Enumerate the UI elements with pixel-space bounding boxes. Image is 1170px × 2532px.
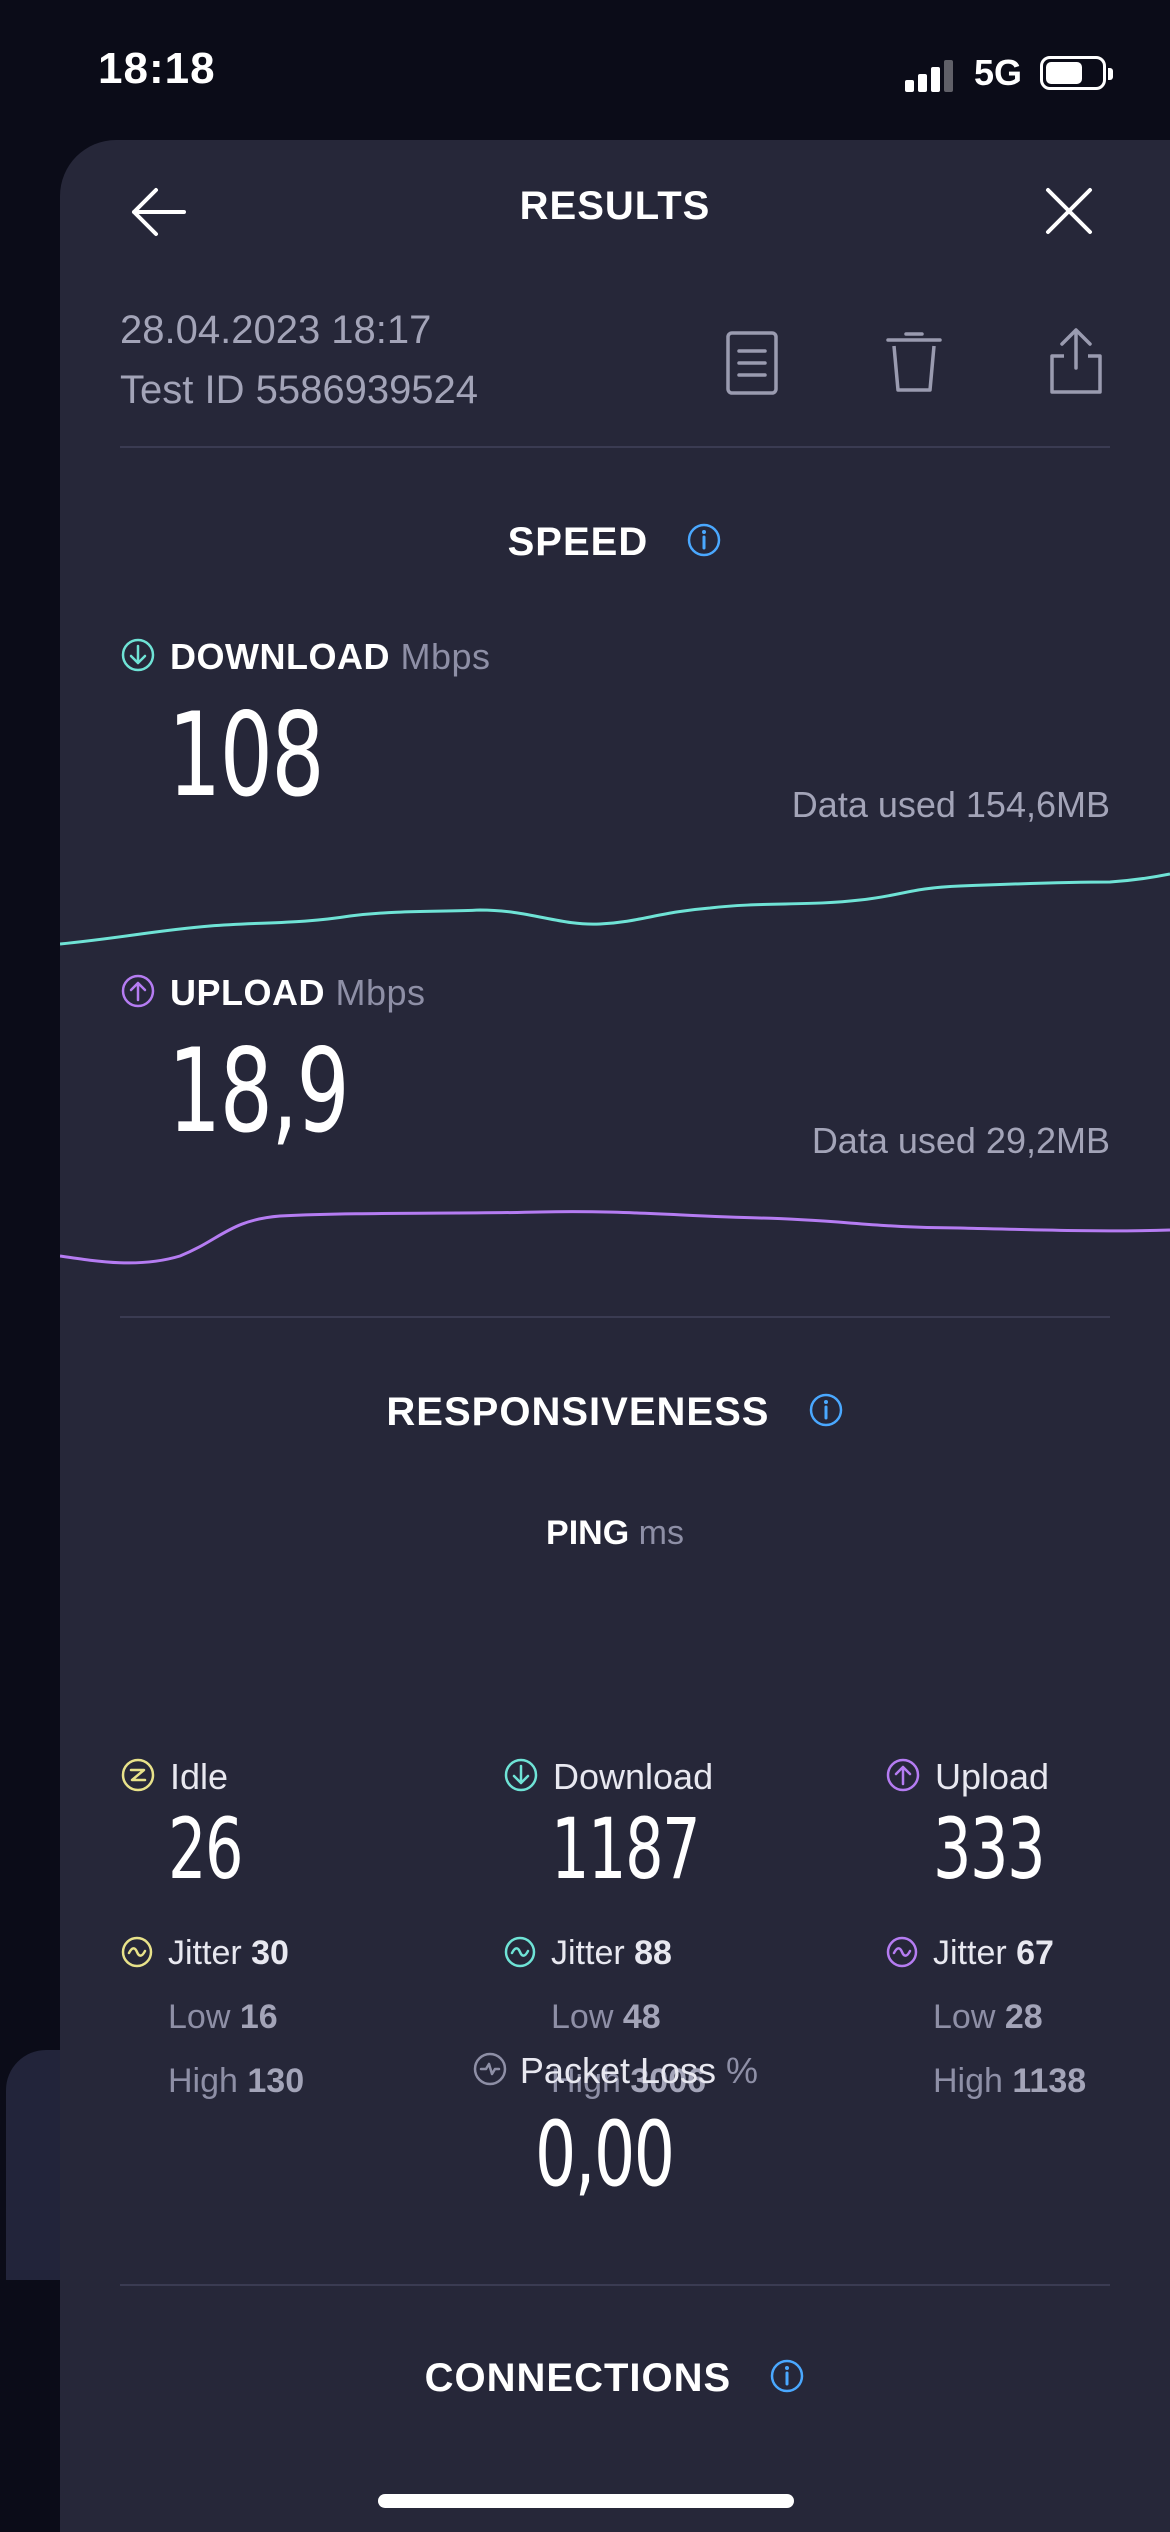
ping-upload-jitter: Jitter 67	[885, 1934, 1054, 1973]
divider	[120, 446, 1110, 448]
upload-speed-value: 18,9	[168, 1024, 350, 1159]
ping-upload-high: High 1138	[933, 2062, 1086, 2101]
connections-section-title: CONNECTIONS	[60, 2356, 1170, 2401]
network-type: 5G	[974, 52, 1023, 93]
ping-download-label-text: Download	[553, 1756, 714, 1797]
download-unit: Mbps	[400, 636, 491, 677]
high-label: High	[551, 2062, 621, 2100]
low-label: Low	[933, 1998, 996, 2036]
info-icon[interactable]	[808, 1392, 844, 1428]
page-title: RESULTS	[519, 184, 711, 228]
packet-loss-unit: %	[726, 2050, 759, 2091]
packet-loss-label: Packet Loss %	[60, 2050, 1170, 2092]
ping-upload-label: Upload	[885, 1756, 1049, 1798]
packet-loss-value: 0,00	[535, 2102, 675, 2207]
ping-download-label: Download	[503, 1756, 713, 1798]
speed-section-title: SPEED	[60, 520, 1170, 565]
trash-icon[interactable]	[884, 326, 944, 396]
low-value: 16	[239, 1998, 278, 2036]
ping-download-jitter: Jitter 88	[503, 1934, 672, 1973]
jitter-value: 30	[251, 1934, 289, 1972]
ping-download-column: Download 1187 Jitter 88 Low 48 High 3006	[503, 1756, 833, 2100]
low-value: 48	[622, 1998, 661, 2036]
ping-idle-label: Idle	[120, 1756, 228, 1798]
test-date: 28.04.2023 18:17	[120, 308, 432, 352]
test-id: Test ID 5586939524	[120, 368, 479, 412]
low-value: 28	[1004, 1998, 1043, 2036]
jitter-icon	[121, 1936, 153, 1968]
ping-idle-low: Low 16	[168, 1998, 278, 2037]
ping-upload-column: Upload 333 Jitter 67 Low 28 High 1138	[885, 1756, 1170, 2100]
jitter-label: Jitter	[551, 1934, 625, 1972]
packet-loss-label-text: Packet Loss	[519, 2050, 717, 2091]
ping-download-value: 1187	[551, 1800, 701, 1898]
high-label: High	[168, 2062, 238, 2100]
download-speed-value: 108	[168, 688, 325, 823]
ping-title: PING ms	[60, 1514, 1170, 1553]
upload-speed-graph	[60, 1210, 1170, 1265]
idle-icon	[121, 1759, 155, 1792]
high-label: High	[933, 2062, 1003, 2100]
jitter-label: Jitter	[168, 1934, 242, 1972]
jitter-label: Jitter	[933, 1934, 1007, 1972]
download-arrow-icon	[121, 639, 155, 672]
ping-idle-column: Idle 26 Jitter 30 Low 16 High 130	[120, 1756, 450, 2100]
status-bar: 18:18 5G	[0, 0, 1170, 140]
download-arrow-icon	[504, 1759, 538, 1792]
divider	[120, 2284, 1110, 2286]
download-label-text: DOWNLOAD	[170, 636, 390, 677]
battery-icon	[1040, 56, 1113, 90]
ping-upload-value: 333	[933, 1800, 1046, 1898]
ping-idle-label-text: Idle	[170, 1756, 229, 1797]
status-time: 18:18	[98, 44, 216, 93]
close-icon[interactable]	[1042, 184, 1096, 238]
low-label: Low	[168, 1998, 231, 2036]
jitter-icon	[886, 1936, 918, 1968]
ping-unit: ms	[638, 1514, 684, 1552]
upload-arrow-icon	[886, 1759, 920, 1792]
ping-download-low: Low 48	[551, 1998, 661, 2037]
divider	[120, 1316, 1110, 1318]
ping-upload-low: Low 28	[933, 1998, 1043, 2037]
upload-unit: Mbps	[335, 972, 426, 1013]
low-label: Low	[551, 1998, 614, 2036]
packet-loss-icon	[473, 2053, 507, 2086]
high-value: 3006	[630, 2062, 707, 2100]
download-label: DOWNLOAD Mbps	[120, 636, 491, 678]
info-icon[interactable]	[769, 2358, 805, 2394]
high-value: 130	[247, 2062, 305, 2100]
jitter-value: 88	[634, 1934, 672, 1972]
connections-title-text: CONNECTIONS	[424, 2356, 732, 2400]
ping-upload-label-text: Upload	[935, 1756, 1050, 1797]
responsiveness-title-text: RESPONSIVENESS	[386, 1390, 770, 1434]
document-icon[interactable]	[722, 330, 782, 396]
ping-idle-jitter: Jitter 30	[120, 1934, 289, 1973]
share-icon[interactable]	[1046, 324, 1106, 396]
info-icon[interactable]	[686, 522, 722, 558]
results-sheet: RESULTS 28.04.2023 18:17 Test ID 5586939…	[60, 140, 1170, 2532]
upload-label: UPLOAD Mbps	[120, 972, 426, 1014]
ping-label: PING	[546, 1514, 630, 1552]
responsiveness-section-title: RESPONSIVENESS	[60, 1390, 1170, 1435]
upload-label-text: UPLOAD	[170, 972, 325, 1013]
upload-data-used: Data used 29,2MB	[811, 1120, 1110, 1161]
ping-idle-value: 26	[168, 1800, 244, 1898]
home-indicator[interactable]	[378, 2494, 794, 2508]
back-arrow-icon[interactable]	[126, 180, 190, 244]
high-value: 1138	[1012, 2062, 1087, 2100]
ping-download-high: High 3006	[551, 2062, 706, 2101]
signal-icon	[905, 58, 955, 92]
download-data-used: Data used 154,6MB	[791, 784, 1110, 825]
upload-arrow-icon	[121, 975, 155, 1008]
download-speed-graph	[60, 872, 1170, 946]
ping-idle-high: High 130	[168, 2062, 304, 2101]
jitter-value: 67	[1016, 1934, 1054, 1972]
jitter-icon	[504, 1936, 536, 1968]
speed-title-text: SPEED	[507, 520, 649, 564]
